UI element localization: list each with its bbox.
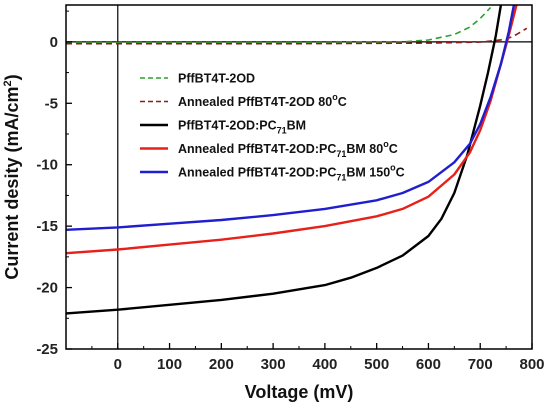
y-tick-label: 0 — [50, 34, 58, 51]
x-tick-label: 800 — [519, 356, 544, 373]
x-axis-title: Voltage (mV) — [245, 382, 354, 402]
x-tick-label: 700 — [468, 356, 493, 373]
y-tick-label: -10 — [36, 157, 58, 174]
x-tick-label: 500 — [364, 356, 389, 373]
y-tick-label: -25 — [36, 341, 58, 358]
x-tick-label: 300 — [261, 356, 286, 373]
x-tick-label: 0 — [114, 356, 122, 373]
legend-label: PffBT4T-2OD — [178, 72, 255, 86]
x-tick-label: 100 — [157, 356, 182, 373]
y-axis-title-tail: ) — [2, 74, 22, 80]
y-axis-title-main: Current desity (mA/cm — [2, 87, 22, 280]
series-line-1 — [66, 6, 492, 44]
y-axis-title: Current desity (mA/cm2) — [2, 74, 22, 279]
y-tick-label: -5 — [45, 95, 58, 112]
series-line-5 — [66, 5, 516, 231]
y-axis-title-sup: 2 — [2, 80, 14, 86]
tick-labels: 0 100 200 300 400 500 600 700 800 0 -5 -10 -15 -20 -25 — [36, 34, 544, 373]
series-layer — [66, 5, 528, 315]
x-tick-label: 200 — [209, 356, 234, 373]
legend-label: Annealed PffBT4T-2OD 80oC — [178, 92, 347, 109]
legend-label: Annealed PffBT4T-2OD:PC71BM 150oC — [178, 163, 405, 183]
series-line-3 — [66, 5, 503, 315]
x-tick-label: 400 — [312, 356, 337, 373]
tick-marks — [66, 10, 533, 350]
legend-label: Annealed PffBT4T-2OD:PC71BM 80oC — [178, 139, 398, 159]
legend-label: PffBT4T-2OD:PC71BM — [178, 119, 306, 136]
y-tick-label: -15 — [36, 218, 58, 235]
y-tick-label: -20 — [36, 280, 58, 297]
legend: PffBT4T-2OD Annealed PffBT4T-2OD 80oC PffB… — [140, 72, 405, 183]
x-tick-label: 600 — [416, 356, 441, 373]
